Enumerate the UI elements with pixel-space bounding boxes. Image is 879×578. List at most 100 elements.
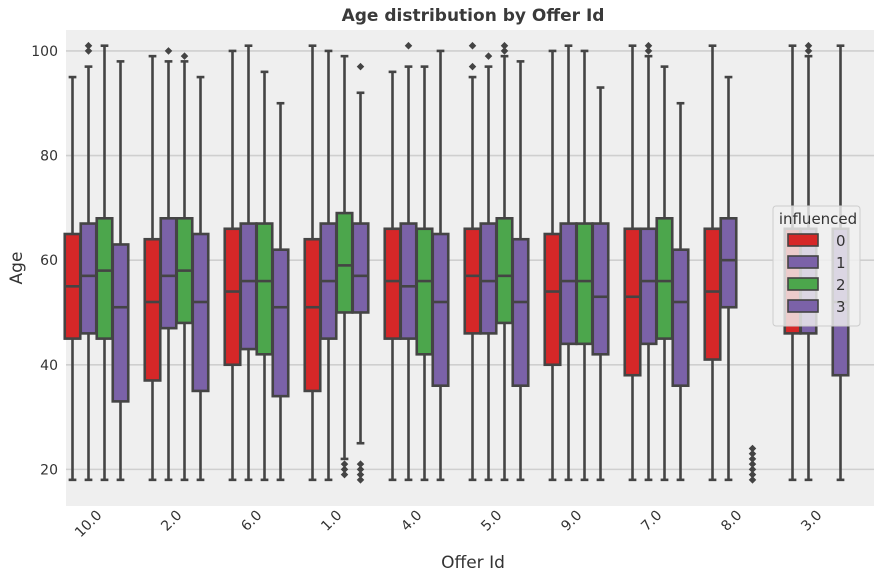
box-series-3-2.0	[191, 75, 210, 482]
outlier-point	[84, 41, 93, 50]
box-series-3-5.0	[511, 60, 530, 482]
x-tick-label: 3.0	[798, 508, 825, 535]
box-iqr	[415, 227, 434, 356]
outlier-point	[84, 47, 93, 55]
box-iqr	[191, 232, 210, 393]
box-iqr	[703, 227, 722, 361]
box-iqr	[351, 222, 370, 314]
x-tick-label: 8.0	[718, 508, 745, 535]
box-series-1-8.0	[719, 75, 738, 482]
box-iqr	[623, 227, 642, 377]
outlier-point	[748, 470, 757, 479]
box-iqr	[159, 217, 178, 330]
box-series-1-1.0	[319, 49, 338, 482]
legend-label: 3	[836, 298, 846, 316]
box-series-3-10.0	[111, 60, 130, 482]
legend-item-0: 0	[787, 232, 846, 250]
box-series-1-10.0	[79, 41, 98, 482]
box-series-2-6.0	[255, 70, 274, 482]
outlier-point	[748, 465, 757, 474]
box-iqr	[271, 248, 290, 398]
legend: influenced 0 1 2 3	[772, 205, 861, 327]
box-iqr	[303, 237, 322, 393]
box-series-1-7.0	[639, 41, 658, 482]
outlier-point	[748, 476, 757, 484]
outlier-point	[404, 41, 413, 50]
outlier-point	[356, 470, 365, 479]
outlier-point	[500, 41, 509, 50]
outlier-point	[644, 41, 653, 50]
legend-label: 2	[836, 276, 846, 294]
legend-item-3: 3	[787, 298, 846, 316]
box-iqr	[143, 237, 162, 382]
legend-swatch	[787, 233, 819, 247]
box-iqr	[511, 237, 530, 387]
y-tick-label: 60	[40, 253, 58, 269]
box-series-0-2.0	[143, 54, 162, 482]
box-iqr	[95, 217, 114, 340]
outlier-point	[468, 62, 477, 71]
box-iqr	[111, 243, 130, 403]
box-iqr	[223, 227, 242, 367]
box-series-3-6.0	[271, 101, 290, 482]
x-tick-label: 7.0	[638, 508, 665, 535]
box-series-3-1.0	[351, 62, 370, 484]
box-series-3-9.0	[591, 86, 610, 482]
box-series-0-10.0	[63, 75, 82, 482]
outlier-point	[748, 455, 757, 463]
box-iqr	[463, 227, 482, 335]
outlier-point	[804, 41, 813, 50]
box-iqr	[719, 217, 738, 309]
box-series-1-4.0	[399, 41, 418, 482]
box-iqr	[671, 248, 690, 387]
legend-swatch	[787, 299, 819, 313]
legend-item-1: 1	[787, 254, 846, 272]
box-layer	[63, 41, 850, 484]
box-series-1-2.0	[159, 47, 178, 482]
outlier-point	[356, 476, 365, 484]
legend-title: influenced	[779, 210, 857, 228]
legend-items: 0 1 2 3	[787, 232, 846, 316]
box-series-2-9.0	[575, 49, 594, 482]
legend-item-2: 2	[787, 276, 846, 294]
box-iqr	[543, 232, 562, 367]
outlier-cluster-8.0	[748, 444, 757, 484]
box-iqr	[559, 222, 578, 346]
outlier-point	[468, 41, 477, 50]
outlier-point	[644, 47, 653, 55]
box-iqr	[431, 232, 450, 387]
legend-label: 0	[836, 232, 846, 250]
outlier-point	[500, 47, 509, 55]
outlier-point	[340, 460, 349, 468]
y-axis-label: Age	[7, 252, 27, 285]
legend-label: 1	[836, 254, 846, 272]
box-iqr	[591, 222, 610, 356]
x-tick-label: 10.0	[72, 508, 105, 541]
box-series-0-7.0	[623, 44, 642, 482]
box-series-0-1.0	[303, 44, 322, 482]
box-iqr	[383, 227, 402, 340]
box-iqr	[399, 222, 418, 340]
box-iqr	[495, 217, 514, 325]
box-iqr	[655, 217, 674, 340]
box-series-2-5.0	[495, 41, 514, 482]
outlier-point	[356, 460, 365, 468]
box-series-1-5.0	[479, 52, 498, 482]
box-series-3-4.0	[431, 49, 450, 482]
box-series-1-9.0	[559, 44, 578, 482]
outlier-point	[804, 47, 813, 55]
outlier-point	[340, 465, 349, 474]
box-iqr	[79, 222, 98, 335]
outlier-point	[356, 465, 365, 474]
box-series-2-4.0	[415, 65, 434, 482]
x-tick-label: 6.0	[238, 508, 265, 535]
y-tick-label: 100	[31, 44, 58, 60]
outlier-point	[748, 449, 757, 458]
box-iqr	[639, 227, 658, 346]
box-series-2-1.0	[335, 54, 354, 479]
x-tick-label: 4.0	[398, 508, 425, 535]
box-series-3-7.0	[671, 101, 690, 482]
x-tick-label: 1.0	[318, 508, 345, 535]
box-iqr	[255, 222, 274, 356]
